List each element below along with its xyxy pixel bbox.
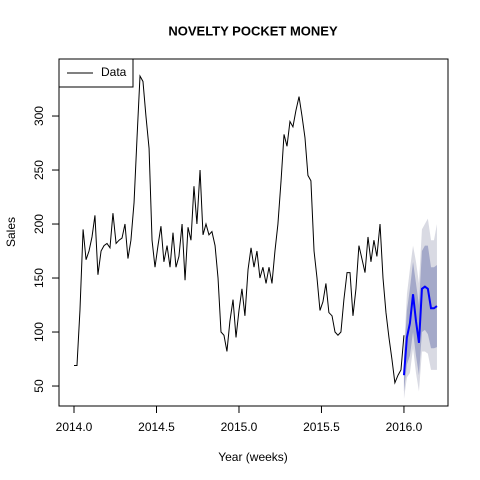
x-tick-label: 2015.5 bbox=[303, 420, 340, 434]
x-axis-label: Year (weeks) bbox=[218, 450, 288, 464]
data-line bbox=[74, 74, 405, 385]
y-tick-label: 250 bbox=[32, 160, 46, 180]
x-tick-label: 2015.0 bbox=[221, 420, 258, 434]
y-tick-label: 100 bbox=[32, 322, 46, 342]
y-tick-label: 150 bbox=[32, 268, 46, 288]
x-tick-label: 2014.5 bbox=[138, 420, 175, 434]
legend-label: Data bbox=[101, 65, 127, 79]
x-tick-label: 2016.0 bbox=[386, 420, 423, 434]
x-tick-label: 2014.0 bbox=[56, 420, 93, 434]
plot-frame bbox=[58, 58, 449, 407]
y-tick-label: 50 bbox=[32, 379, 46, 393]
y-tick-label: 300 bbox=[32, 106, 46, 126]
forecast-line bbox=[402, 285, 438, 376]
chart-title: NOVELTY POCKET MONEY bbox=[168, 23, 338, 38]
y-axis-label: Sales bbox=[4, 217, 18, 247]
y-tick-label: 200 bbox=[32, 214, 46, 234]
